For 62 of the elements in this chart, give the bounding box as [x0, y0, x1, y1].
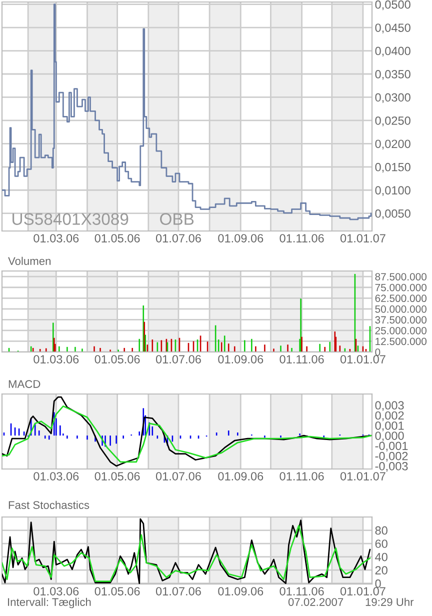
y-tick-label: 37.500.000 — [375, 316, 427, 324]
y-tick-label: 0,0300 — [375, 93, 410, 104]
x-tick-label: 01.09.06 — [218, 587, 264, 596]
y-tick-label: 0,0150 — [375, 162, 410, 173]
y-tick-label: 0,0500 — [375, 0, 410, 10]
y-tick-label: -0,003 — [375, 462, 408, 472]
y-tick-label: 75.000.000 — [375, 284, 427, 292]
y-tick-label: 12.500.000 — [376, 338, 427, 346]
x-tick-label: 01.11.06 — [280, 472, 324, 480]
x-tick-label: 01.03.06 — [34, 234, 79, 242]
y-tick-label: 0,0100 — [375, 186, 410, 196]
y-tick-label: 0,0200 — [375, 140, 410, 150]
x-tick-label: 01.07.06 — [156, 587, 201, 596]
y-tick-label: 0,003 — [375, 401, 404, 411]
x-tick-label: 01.09.06 — [218, 355, 264, 364]
y-tick-label: 0 — [375, 348, 380, 356]
x-tick-label: 01.09.06 — [218, 472, 264, 480]
x-tick-label: 01.11.06 — [280, 587, 324, 596]
annotation: OBB — [160, 213, 194, 225]
x-tick-label: 01.03.06 — [34, 587, 79, 596]
x-tick-label: 01.03.06 — [34, 355, 79, 364]
y-tick-label: 0,0050 — [375, 209, 410, 220]
y-tick-label: 0,001 — [375, 421, 404, 432]
y-tick-label: 62.500.000 — [375, 294, 427, 302]
x-tick-label: 01.07.06 — [156, 234, 201, 242]
y-tick-label: -0,002 — [375, 452, 408, 462]
chart-title: Volumen — [8, 256, 51, 265]
y-tick-label: 60 — [375, 540, 388, 548]
chart-title: Fast Stochastics — [8, 500, 90, 509]
x-tick-label: 01.07.06 — [156, 472, 201, 480]
y-tick-label: 0,0350 — [375, 70, 410, 80]
annotation: US58401X3089 — [12, 213, 128, 225]
y-tick-label: -0,001 — [375, 442, 408, 452]
y-tick-label: 80 — [375, 526, 388, 535]
x-tick-label: 01.01.07 — [340, 472, 386, 480]
x-tick-label: 01.09.06 — [218, 234, 264, 242]
y-tick-label: 40 — [375, 552, 388, 562]
x-tick-label: 01.05.06 — [94, 587, 140, 596]
y-tick-label: 50.000.000 — [375, 305, 427, 313]
x-tick-label: 01.05.06 — [94, 234, 140, 242]
x-tick-label: 01.01.07 — [340, 587, 386, 596]
x-tick-label: 01.11.06 — [280, 355, 324, 364]
x-tick-label: 01.01.07 — [340, 355, 386, 364]
x-tick-label: 01.05.06 — [94, 472, 140, 480]
y-tick-label: 0,0450 — [375, 24, 410, 34]
y-tick-label: 25.000.000 — [375, 326, 427, 334]
text: Intervall: Tæglich — [8, 598, 91, 608]
y-tick-label: 0,000 — [375, 432, 404, 442]
y-tick-label: 87.500.000 — [375, 273, 427, 280]
x-tick-label: 01.01.07 — [340, 234, 386, 242]
y-tick-label: 0 — [375, 579, 381, 588]
y-tick-label: 0,0250 — [375, 116, 410, 126]
chart-title: MACD — [8, 380, 40, 388]
y-tick-label: 0,0400 — [375, 46, 410, 57]
x-tick-label: 01.07.06 — [156, 355, 201, 364]
text: 07.02.2007 — [288, 598, 344, 606]
text: 19:29 Uhr — [366, 598, 414, 606]
x-tick-label: 01.03.06 — [34, 472, 79, 480]
x-tick-label: 01.05.06 — [94, 355, 140, 364]
y-tick-label: 20 — [375, 566, 388, 574]
y-tick-label: 0,002 — [375, 411, 404, 422]
x-tick-label: 01.11.06 — [280, 234, 324, 242]
